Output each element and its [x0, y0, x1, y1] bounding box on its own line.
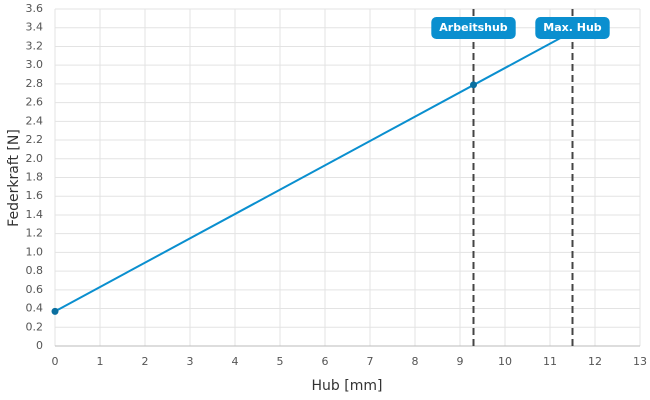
y-tick-label: 1.6 — [26, 189, 44, 202]
y-tick-label: 0.2 — [26, 320, 44, 333]
point — [51, 307, 59, 315]
point — [470, 81, 477, 89]
y-tick-label: 2.0 — [26, 152, 44, 165]
y-tick-label: 1.2 — [26, 227, 44, 240]
y-tick-label: 0.8 — [26, 264, 44, 277]
y-tick-label: 0.6 — [26, 283, 44, 296]
y-tick-label: 3.6 — [26, 2, 44, 15]
x-tick-label: 0 — [52, 355, 59, 368]
label-box — [535, 17, 610, 39]
x-tick-label: 13 — [633, 355, 647, 368]
x-tick-label: 10 — [498, 355, 512, 368]
y-tick-label: 2.8 — [26, 77, 44, 90]
y-tick-label: 3.2 — [26, 39, 44, 52]
reference-label: Max. Hub — [543, 21, 602, 34]
x-tick-label: 1 — [97, 355, 104, 368]
y-tick-label: 0 — [36, 339, 43, 352]
y-tick-label: 1.8 — [26, 171, 44, 184]
y-tick-label: 2.2 — [26, 133, 44, 146]
y-tick-label: 1.4 — [26, 208, 44, 221]
line — [54, 30, 573, 313]
y-tick-label: 1.0 — [26, 245, 44, 258]
x-tick-label: 3 — [187, 355, 194, 368]
x-axis-label: Hub [mm] — [312, 378, 383, 394]
x-tick-label: 5 — [277, 355, 284, 368]
x-tick-label: 4 — [232, 355, 239, 368]
y-tick-label: 0.4 — [26, 302, 44, 315]
y-tick-label: 3.4 — [26, 21, 44, 34]
reference-label: Arbeitshub — [439, 21, 508, 34]
y-tick-label: 2.4 — [26, 114, 44, 127]
x-tick-label: 2 — [142, 355, 149, 368]
x-tick-label: 6 — [322, 355, 329, 368]
x-tick-label: 7 — [367, 355, 374, 368]
y-tick-label: 3.0 — [26, 58, 44, 71]
x-tick-label: 9 — [457, 355, 464, 368]
y-axis-label: Federkraft [N] — [6, 129, 22, 227]
label-box — [431, 17, 516, 39]
x-tick-label: 8 — [412, 355, 419, 368]
x-tick-label: 11 — [543, 355, 557, 368]
y-tick-label: 2.6 — [26, 96, 44, 109]
x-tick-label: 12 — [588, 355, 602, 368]
